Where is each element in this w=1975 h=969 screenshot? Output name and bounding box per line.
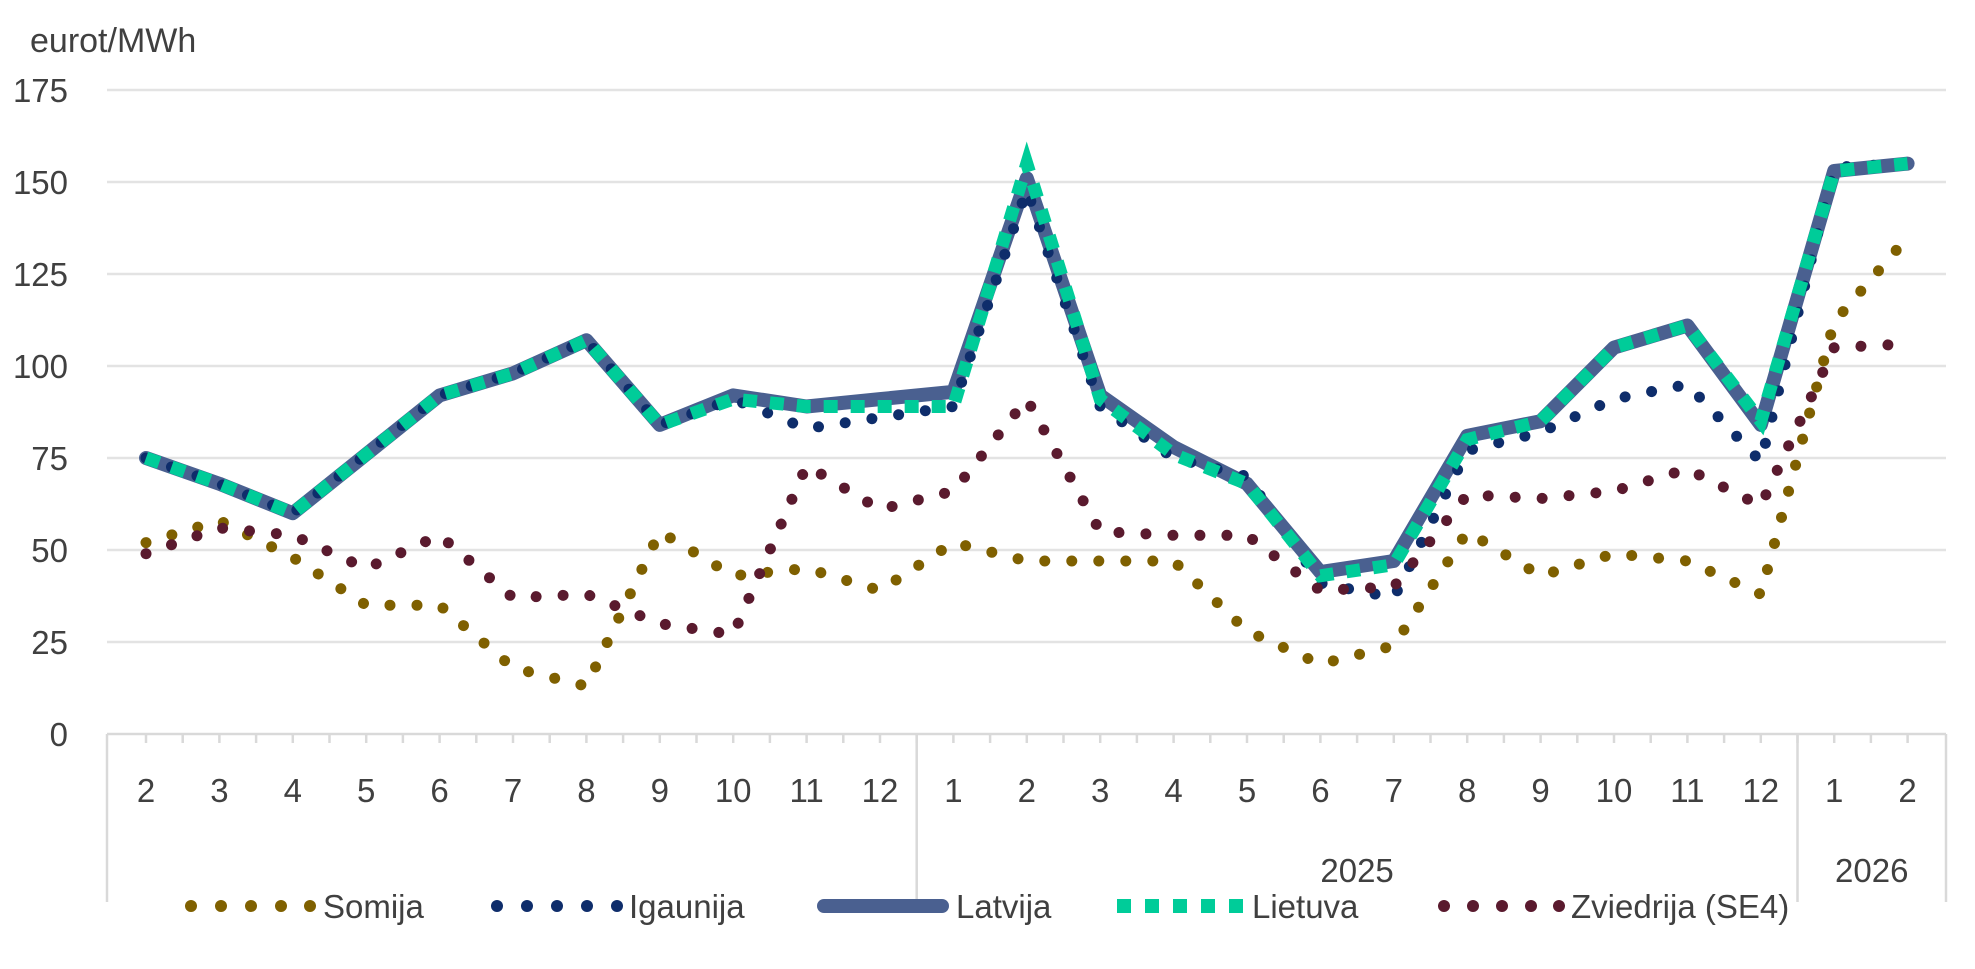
y-tick-label: 125 [13,256,68,293]
x-tick-label: 5 [357,772,375,809]
x-tick-label: 6 [1311,772,1329,809]
x-tick-label: 10 [715,772,752,809]
legend-marker-lietuva [1117,899,1243,913]
x-tick-label: 3 [210,772,228,809]
series-line-igaunija [140,158,1914,604]
x-tick-label: 9 [651,772,669,809]
legend-item-latvija[interactable]: Latvija [817,888,1052,925]
x-tick-label: 11 [789,772,823,809]
legend-label-lietuva: Lietuva [1252,888,1359,925]
y-tick-label: 50 [31,532,68,569]
series-line-somija [140,231,1914,692]
x-tick-label: 11 [1670,772,1704,809]
series-lines [139,141,1915,692]
legend-marker-latvija [817,899,949,913]
legend-marker-zviedrija [1438,900,1565,912]
x-axis-year-label: 2025 [1320,852,1393,889]
y-tick-label: 25 [31,624,68,661]
legend-label-zviedrija: Zviedrija (SE4) [1571,888,1789,925]
legend-label-latvija: Latvija [956,888,1052,925]
x-tick-label: 8 [1458,772,1476,809]
x-tick-label: 7 [504,772,522,809]
legend-item-lietuva[interactable]: Lietuva [1117,888,1359,925]
y-tick-label: 150 [13,164,68,201]
legend-item-somija[interactable]: Somija [185,888,425,925]
y-axis-title: eurot/MWh [30,22,196,60]
x-tick-label: 4 [1164,772,1182,809]
x-tick-label: 2 [1018,772,1036,809]
x-tick-label: 9 [1531,772,1549,809]
x-axis-year-labels: 2025 2026 [1320,852,1908,889]
x-tick-label: 2 [137,772,155,809]
x-tick-label: 1 [944,772,962,809]
legend-marker-somija [185,900,316,912]
legend-item-zviedrija[interactable]: Zviedrija (SE4) [1438,888,1789,925]
x-tick-label: 10 [1596,772,1633,809]
x-tick-label: 12 [1742,772,1779,809]
x-tick-label: 2 [1898,772,1916,809]
y-tick-label: 175 [13,72,68,109]
x-tick-label: 6 [430,772,448,809]
series-line-lietuva [143,141,1909,583]
legend-label-igaunija: Igaunija [629,888,745,925]
y-tick-label: 75 [31,440,68,477]
x-tick-label: 5 [1238,772,1256,809]
legend-marker-igaunija [491,900,623,912]
x-axis-tick-labels: 2 3 4 5 6 7 8 9 10 11 12 1 2 3 4 5 6 7 8 9 10 11 12 1 2 [137,772,1917,809]
x-tick-label: 12 [862,772,899,809]
x-tick-label: 1 [1825,772,1843,809]
x-axis-year-label: 2026 [1835,852,1908,889]
series-line-zviedrija-se4 [140,338,1914,641]
legend-label-somija: Somija [323,888,425,925]
y-axis-ticks: 0 25 50 75 100 125 150 175 [13,72,68,753]
x-tick-label: 4 [284,772,302,809]
x-tick-label: 8 [577,772,595,809]
legend-item-igaunija[interactable]: Igaunija [491,888,745,925]
x-axis [105,732,1948,902]
x-tick-label: 3 [1091,772,1109,809]
y-tick-label: 0 [50,716,68,753]
x-tick-label: 7 [1385,772,1403,809]
series-line-latvija [139,156,1915,580]
legend: Somija Igaunija Latvija Lietuva Zviedrij… [185,888,1789,925]
y-tick-label: 100 [13,348,68,385]
